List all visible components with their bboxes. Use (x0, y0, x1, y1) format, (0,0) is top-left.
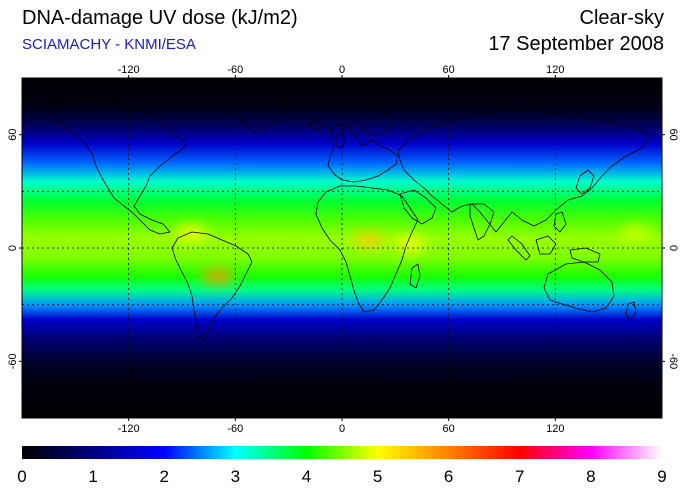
hotspot-equatorial-africa (352, 232, 385, 249)
colorbar-label: 1 (88, 467, 97, 486)
colorbar-gradient (22, 446, 662, 459)
lat-tick-label-right: 60 (667, 129, 679, 141)
coast-sumatra (507, 235, 531, 261)
colorbar-label: 9 (657, 467, 666, 486)
axis-ticks: -120 -120 -60 -60 0 0 60 60 120 120 60 60 0 0 -60 -60 (7, 64, 679, 435)
colorbar-label: 2 (159, 467, 168, 486)
lon-tick-label-bottom: -120 (118, 423, 140, 435)
lon-tick-label-bottom: 60 (443, 423, 455, 435)
colorbar-label: 3 (231, 467, 240, 486)
lat-tick-label-left: 0 (7, 245, 19, 251)
coast-arabia (399, 189, 437, 225)
lon-tick-label-bottom: 0 (339, 423, 345, 435)
coast-north-america (45, 95, 187, 235)
lat-tick-label-left: -60 (7, 353, 19, 369)
coastlines (45, 87, 653, 341)
colorbar-labels: 0 1 2 3 4 5 6 7 8 9 (17, 467, 666, 486)
colorbar-label: 7 (515, 467, 524, 486)
colorbar-label: 0 (17, 467, 26, 486)
lon-tick-label-top: 0 (339, 64, 345, 76)
lat-tick-label-right: -60 (667, 353, 679, 369)
coast-india (469, 203, 495, 241)
coast-australia (543, 261, 615, 313)
graticule (22, 78, 662, 418)
sky-condition: Clear-sky (579, 7, 664, 29)
coast-borneo (535, 235, 557, 255)
colorbar-label: 5 (373, 467, 382, 486)
coast-south-america (171, 231, 253, 341)
map-subtitle: SCIAMACHY - KNMI/ESA (22, 36, 196, 53)
coast-asia (397, 109, 653, 233)
colorbar: 0 1 2 3 4 5 6 7 8 9 (17, 446, 667, 486)
lon-tick-label-top: 120 (546, 64, 564, 76)
coast-africa (315, 185, 419, 313)
coast-philippines (553, 211, 567, 233)
map-title: DNA-damage UV dose (kJ/m2) (22, 7, 298, 29)
coast-new-zealand (625, 301, 637, 321)
lon-tick-label-top: 60 (443, 64, 455, 76)
coast-greenland (227, 87, 287, 133)
lon-tick-label-bottom: 120 (546, 423, 564, 435)
coast-japan (575, 169, 595, 195)
coast-new-guinea (569, 247, 601, 263)
lon-tick-label-top: -120 (118, 64, 140, 76)
coast-iceland (307, 119, 325, 131)
coast-uk (335, 131, 347, 149)
colorbar-label: 6 (444, 467, 453, 486)
hotspot-west-pacific (619, 224, 652, 241)
colorbar-label: 8 (586, 467, 595, 486)
colorbar-label: 4 (302, 467, 311, 486)
map-date: 17 September 2008 (488, 33, 664, 55)
lat-tick-label-right: 0 (667, 245, 679, 251)
coast-europe (327, 123, 399, 183)
coast-scandinavia (355, 107, 393, 137)
lat-tick-label-left: 60 (7, 129, 19, 141)
hotspot-andes (201, 268, 234, 285)
coast-madagascar (409, 263, 421, 289)
lon-tick-label-top: -60 (227, 64, 243, 76)
lon-tick-label-bottom: -60 (227, 423, 243, 435)
